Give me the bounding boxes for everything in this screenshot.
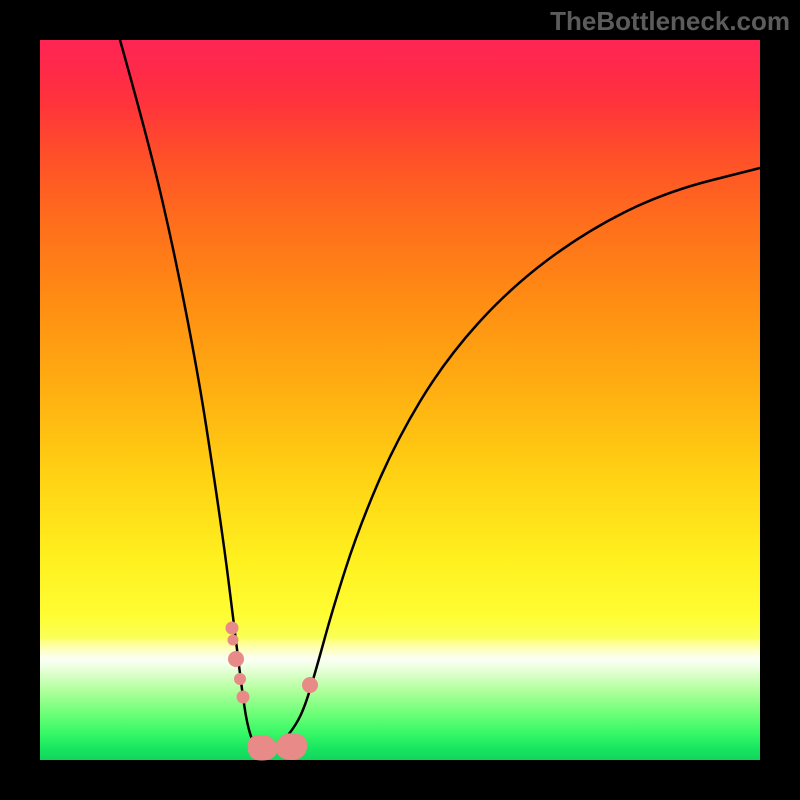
watermark-text: TheBottleneck.com xyxy=(550,6,790,37)
marker-dot xyxy=(302,677,318,693)
chart-svg xyxy=(0,0,800,800)
gradient-plot-background xyxy=(40,40,760,760)
marker-dot xyxy=(228,651,244,667)
marker-dot xyxy=(228,635,239,646)
chart-container: { "watermark": { "text": "TheBottleneck.… xyxy=(0,0,800,800)
marker-dot xyxy=(226,622,239,635)
marker-dot xyxy=(234,673,246,685)
marker-dot xyxy=(237,691,250,704)
